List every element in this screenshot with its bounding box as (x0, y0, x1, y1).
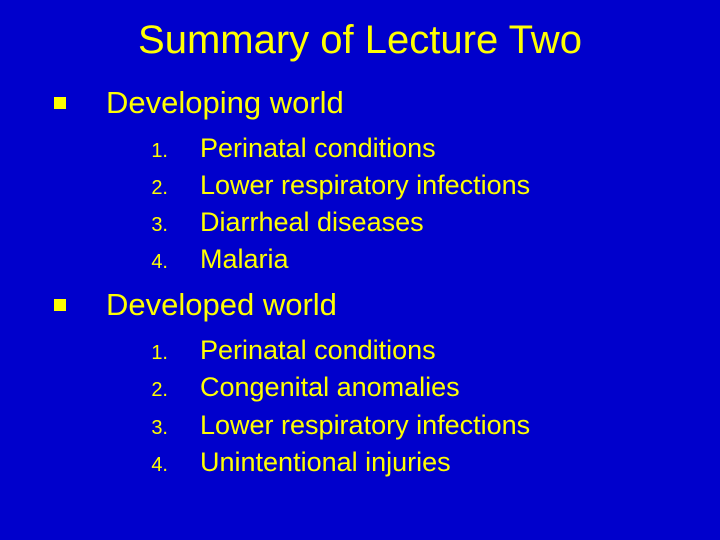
list-item: 4. Unintentional injuries (40, 445, 680, 480)
section-header: Developed world (40, 287, 680, 323)
list-number: 2. (128, 175, 168, 201)
list-item: 1. Perinatal conditions (40, 131, 680, 166)
list-number: 2. (128, 377, 168, 403)
list-text: Perinatal conditions (200, 333, 436, 368)
list-text: Perinatal conditions (200, 131, 436, 166)
bullet-icon (54, 97, 66, 109)
section-heading: Developing world (106, 85, 344, 121)
list-text: Malaria (200, 242, 289, 277)
list-item: 4. Malaria (40, 242, 680, 277)
slide-container: Summary of Lecture Two Developing world … (0, 0, 720, 540)
list-number: 3. (128, 415, 168, 441)
list-text: Unintentional injuries (200, 445, 451, 480)
list-item: 1. Perinatal conditions (40, 333, 680, 368)
list-item: 2. Lower respiratory infections (40, 168, 680, 203)
section-header: Developing world (40, 85, 680, 121)
section-heading: Developed world (106, 287, 337, 323)
list-number: 4. (128, 249, 168, 275)
list-item: 2. Congenital anomalies (40, 370, 680, 405)
list-number: 3. (128, 212, 168, 238)
list-number: 1. (128, 340, 168, 366)
bullet-icon (54, 299, 66, 311)
section-developing: Developing world 1. Perinatal conditions… (40, 85, 680, 277)
list-developing: 1. Perinatal conditions 2. Lower respira… (40, 131, 680, 277)
section-developed: Developed world 1. Perinatal conditions … (40, 287, 680, 479)
list-number: 1. (128, 138, 168, 164)
slide-title: Summary of Lecture Two (40, 18, 680, 63)
list-text: Lower respiratory infections (200, 408, 530, 443)
list-developed: 1. Perinatal conditions 2. Congenital an… (40, 333, 680, 479)
list-text: Diarrheal diseases (200, 205, 424, 240)
list-item: 3. Lower respiratory infections (40, 408, 680, 443)
list-number: 4. (128, 452, 168, 478)
list-item: 3. Diarrheal diseases (40, 205, 680, 240)
list-text: Congenital anomalies (200, 370, 460, 405)
list-text: Lower respiratory infections (200, 168, 530, 203)
